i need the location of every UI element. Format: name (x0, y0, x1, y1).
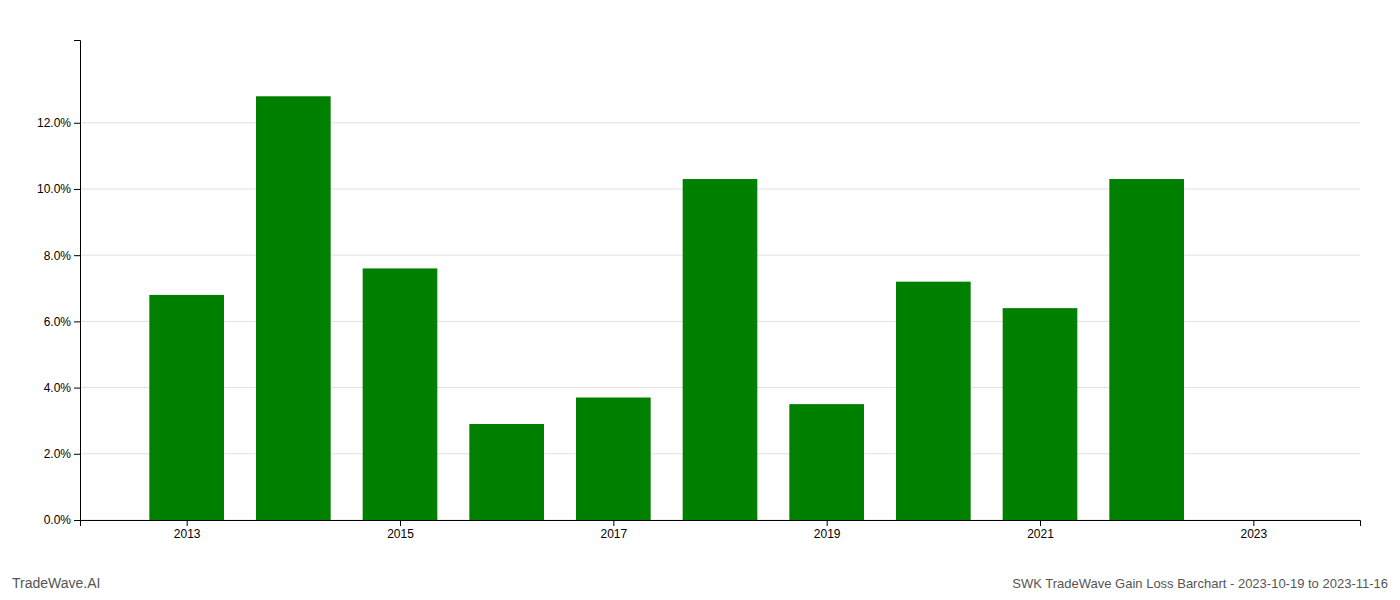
x-tick: 2015 (387, 520, 414, 541)
x-tick-label: 2017 (600, 527, 627, 541)
x-tick-mark (400, 520, 401, 526)
bar (256, 96, 331, 520)
y-tick-label: 8.0% (44, 249, 72, 263)
x-tick-mark (187, 520, 188, 526)
x-tick-label: 2013 (174, 527, 201, 541)
x-tick-label: 2021 (1027, 527, 1054, 541)
x-tick: 2021 (1027, 520, 1054, 541)
y-tick: 10.0% (37, 182, 80, 196)
x-tick: 2023 (1240, 520, 1267, 541)
x-tick-mark (1040, 520, 1041, 526)
x-tick: 2013 (174, 520, 201, 541)
y-tick-label: 2.0% (44, 447, 72, 461)
x-tick-mark (827, 520, 828, 526)
x-tick-mark (1253, 520, 1254, 526)
x-tick-mark (613, 520, 614, 526)
y-tick: 6.0% (44, 315, 80, 329)
x-tick-label: 2015 (387, 527, 414, 541)
x-axis: 2013 2015 2017 2019 2021 2023 (81, 520, 1361, 541)
x-tick: 2019 (814, 520, 841, 541)
y-tick-label: 4.0% (44, 381, 72, 395)
y-tick: 8.0% (44, 249, 80, 263)
bar (469, 424, 544, 520)
y-tick: 2.0% (44, 447, 80, 461)
y-tick-mark (74, 388, 80, 389)
y-tick-mark (74, 123, 80, 124)
x-tick-label: 2023 (1240, 527, 1267, 541)
annotation: TradeWave.AI (12, 575, 100, 591)
y-tick-mark (74, 321, 80, 322)
y-tick-mark (74, 454, 80, 455)
x-tick: 2017 (600, 520, 627, 541)
y-tick: 4.0% (44, 381, 80, 395)
bar (789, 404, 864, 520)
y-tick: 0.0% (44, 513, 80, 527)
y-tick: 12.0% (37, 116, 80, 130)
chart: 0.0%2.0%4.0%6.0%8.0%10.0%12.0%2013201520… (0, 0, 1400, 600)
bar (576, 398, 651, 520)
y-tick-label: 6.0% (44, 315, 72, 329)
bar (1109, 179, 1184, 520)
x-tick-label: 2019 (814, 527, 841, 541)
y-tick-label: 0.0% (44, 513, 72, 527)
y-axis: 0.0% 2.0% 4.0% 6.0% 8.0% 10.0% 12.0% (37, 41, 81, 528)
bar (363, 268, 438, 520)
bar (149, 295, 224, 520)
y-tick-label: 10.0% (37, 182, 71, 196)
y-tick-mark (74, 255, 80, 256)
bar (896, 282, 971, 520)
y-tick-mark (74, 189, 80, 190)
y-tick-label: 12.0% (37, 116, 71, 130)
bar (1003, 308, 1078, 520)
bars (149, 96, 1184, 520)
y-axis-line (74, 41, 81, 521)
y-tick-mark (74, 520, 80, 521)
x-axis-line (81, 521, 1361, 527)
title: SWK TradeWave Gain Loss Barchart - 2023-… (1012, 576, 1388, 591)
bar (683, 179, 758, 520)
